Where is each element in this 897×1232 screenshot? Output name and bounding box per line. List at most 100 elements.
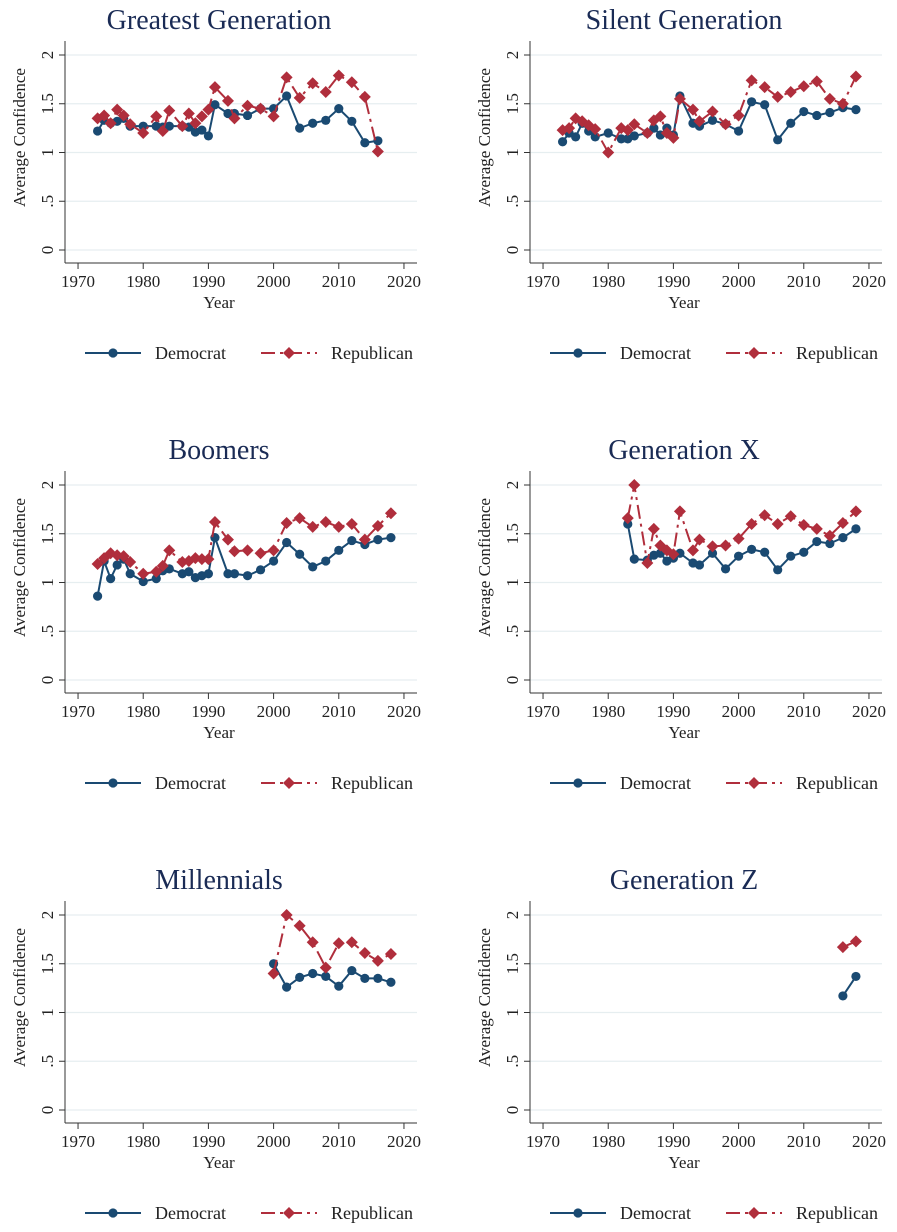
republican-point xyxy=(306,936,319,949)
y-tick-label: 0 xyxy=(38,676,57,685)
democrat-point xyxy=(308,968,318,979)
x-tick-label: 2000 xyxy=(722,272,756,291)
chart-panel-2: Silent Generation 0 .5 1 1.5 2 1970 1980 1990 200… xyxy=(475,5,886,363)
democrat-point xyxy=(203,569,214,579)
democrat-point xyxy=(649,123,659,133)
republican-point xyxy=(137,567,150,580)
x-axis-label: Year xyxy=(668,1153,700,1172)
legend-republican-marker xyxy=(283,1207,295,1219)
y-tick-label: .5 xyxy=(38,625,57,638)
republican-point xyxy=(163,544,176,557)
republican-point xyxy=(371,145,384,158)
x-tick-label: 1980 xyxy=(126,1132,160,1151)
x-tick-label: 2010 xyxy=(787,272,821,291)
democrat-point xyxy=(347,965,357,976)
republican-point xyxy=(306,520,319,533)
democrat-point xyxy=(733,551,744,561)
democrat-point xyxy=(799,106,809,117)
x-tick-label: 1970 xyxy=(61,1132,95,1151)
x-tick-label: 1970 xyxy=(61,702,95,721)
republican-point xyxy=(797,518,810,531)
republican-point xyxy=(104,117,117,130)
republican-point xyxy=(732,109,745,122)
republican-point xyxy=(673,505,686,518)
republican-point xyxy=(124,118,137,131)
republican-point xyxy=(358,947,371,960)
democrat-point xyxy=(838,533,848,543)
democrat-point xyxy=(825,107,835,118)
democrat-point xyxy=(629,554,639,564)
republican-point xyxy=(654,110,667,123)
republican-point xyxy=(836,941,849,954)
republican-point xyxy=(208,516,221,529)
republican-point xyxy=(293,512,306,525)
legend-democrat-label: Democrat xyxy=(620,773,691,793)
democrat-line xyxy=(96,536,392,597)
republican-point xyxy=(371,519,384,532)
democrat-point xyxy=(242,110,253,121)
democrat-point xyxy=(268,556,279,566)
legend-democrat-marker xyxy=(108,348,118,358)
x-tick-label: 2010 xyxy=(787,1132,821,1151)
democrat-point xyxy=(557,137,568,147)
democrat-point xyxy=(321,556,331,566)
x-axis-label: Year xyxy=(668,293,700,312)
democrat-point xyxy=(760,100,770,110)
democrat-point xyxy=(295,972,305,983)
republican-point xyxy=(621,512,634,525)
republican-line xyxy=(626,484,857,564)
x-tick-label: 1990 xyxy=(191,1132,225,1151)
republican-point xyxy=(195,553,208,566)
legend: Democrat Republican xyxy=(550,773,878,793)
democrat-point xyxy=(747,97,757,107)
democrat-point xyxy=(347,535,357,546)
x-tick-label: 1970 xyxy=(61,272,95,291)
democrat-point xyxy=(760,547,770,557)
legend-republican-label: Republican xyxy=(331,1203,413,1223)
republican-point xyxy=(641,557,654,569)
democrat-point xyxy=(92,126,103,136)
y-tick-label: 1.5 xyxy=(503,953,522,974)
x-tick-label: 1980 xyxy=(591,272,625,291)
republican-point xyxy=(280,517,293,530)
democrat-point xyxy=(386,977,396,987)
chart-title: Boomers xyxy=(168,435,269,466)
legend-democrat-marker xyxy=(108,778,118,788)
y-tick-label: 2 xyxy=(38,51,57,60)
chart-title: Generation Z xyxy=(610,865,759,896)
republican-point xyxy=(849,505,862,518)
x-tick-label: 2010 xyxy=(322,1132,356,1151)
x-axis-label: Year xyxy=(203,723,235,742)
republican-line xyxy=(272,914,392,974)
x-tick-label: 2000 xyxy=(722,1132,756,1151)
y-tick-label: .5 xyxy=(38,195,57,208)
x-axis-label: Year xyxy=(203,293,235,312)
democrat-point xyxy=(321,971,331,982)
republican-point xyxy=(836,517,849,530)
democrat-point xyxy=(773,135,783,145)
republican-point xyxy=(384,507,397,520)
y-tick-label: 2 xyxy=(503,481,522,490)
chart-panel-3: Boomers 0 .5 1 1.5 2 1970 1980 1990 2000 2010 2020 Y… xyxy=(10,435,421,793)
democrat-point xyxy=(812,536,822,547)
y-axis-label: Average Confidence xyxy=(10,68,29,207)
democrat-point xyxy=(308,118,318,128)
republican-point xyxy=(358,533,371,546)
x-tick-label: 2000 xyxy=(257,272,291,291)
y-axis-label: Average Confidence xyxy=(10,928,29,1067)
x-tick-label: 2020 xyxy=(852,1132,886,1151)
democrat-point xyxy=(92,591,103,601)
republican-point xyxy=(673,92,686,105)
y-tick-label: 2 xyxy=(38,481,57,490)
democrat-point xyxy=(707,548,718,558)
republican-point xyxy=(621,124,634,137)
republican-point xyxy=(228,112,241,125)
democrat-point xyxy=(747,544,757,554)
y-tick-label: 0 xyxy=(503,1106,522,1115)
democrat-point xyxy=(616,134,626,144)
x-tick-label: 1990 xyxy=(656,1132,690,1151)
republican-point xyxy=(117,109,130,122)
y-tick-label: 0 xyxy=(503,676,522,685)
republican-point xyxy=(267,544,280,557)
